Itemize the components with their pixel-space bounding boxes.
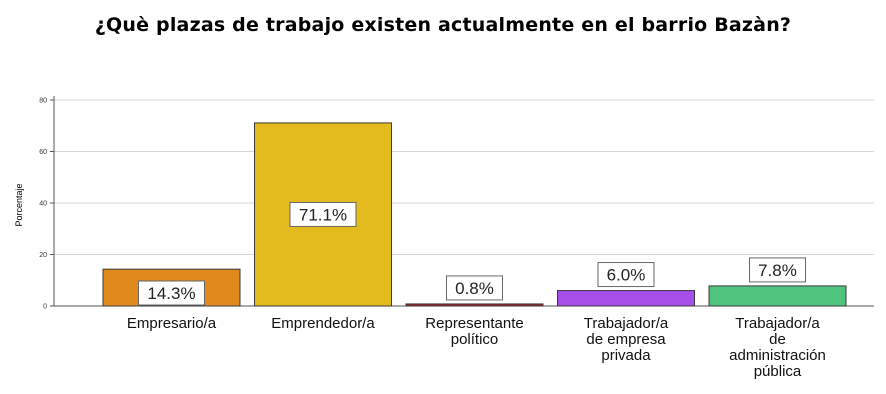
gridlines: [54, 99, 874, 255]
data-label-text: 7.8%: [758, 261, 797, 280]
data-label-text: 14.3%: [147, 284, 195, 303]
data-label-box: [749, 257, 806, 283]
y-tick-label: 0: [43, 304, 47, 311]
data-label-box: [597, 262, 655, 288]
category-label-line: Representante: [425, 315, 523, 332]
category-label-line: Emprendedor/a: [271, 315, 375, 332]
y-tick-label: 60: [39, 149, 47, 156]
category-label-line: pública: [754, 363, 802, 380]
data-label-box: [289, 201, 357, 227]
category-label: Trabajador/a de empresa privada: [584, 315, 669, 364]
category-label: Emprendedor/a: [271, 315, 375, 332]
data-label-box: [446, 275, 503, 301]
bar: [405, 303, 544, 307]
y-tick-label: 20: [39, 252, 47, 259]
data-label: 7.8%: [749, 257, 806, 283]
data-label: 14.3%: [138, 280, 205, 306]
category-label-line: Empresario/a: [127, 315, 217, 332]
data-label: 6.0%: [597, 262, 655, 288]
bar: [708, 285, 847, 307]
data-label: 0.8%: [446, 275, 503, 301]
category-label-line: Trabajador/a: [584, 315, 669, 332]
data-label-text: 71.1%: [299, 205, 347, 224]
data-labels: 14.3% 71.1% 0.8% 6.0% 7.8%: [138, 201, 806, 306]
data-label-text: 6.0%: [607, 266, 646, 285]
category-label: Empresario/a: [127, 315, 217, 332]
category-label-line: privada: [601, 347, 651, 364]
category-label-line: de empresa: [586, 331, 666, 348]
chart-title: ¿Què plazas de trabajo existen actualmen…: [94, 14, 792, 36]
category-label-line: político: [451, 331, 499, 348]
y-tick-label: 40: [39, 201, 47, 208]
category-label-line: de: [769, 331, 786, 348]
data-label: 71.1%: [289, 201, 357, 227]
bar: [557, 290, 695, 307]
category-label-line: Trabajador/a: [735, 315, 820, 332]
y-tick-label: 80: [39, 98, 47, 105]
y-axis-label: Porcentaje: [14, 183, 24, 226]
data-label-text: 0.8%: [455, 279, 494, 298]
category-label: Representante político: [425, 315, 523, 348]
category-label: Trabajador/a de administración pública: [729, 315, 826, 380]
category-labels: Empresario/a Emprendedor/a Representante po…: [127, 315, 826, 380]
category-label-line: administración: [729, 347, 826, 364]
data-label-box: [138, 280, 205, 306]
